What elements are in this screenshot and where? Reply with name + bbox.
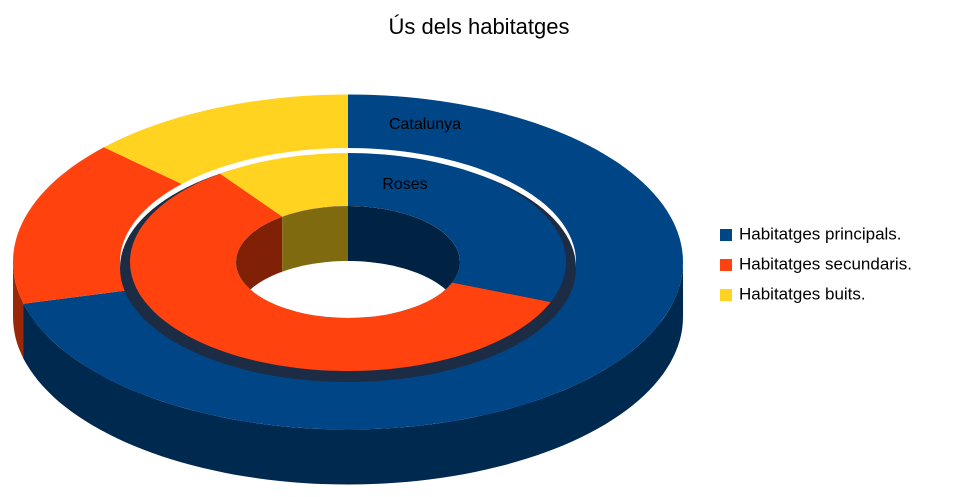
ring-side: [23, 262, 683, 485]
donut-wedge: [13, 147, 182, 304]
donut-wedge: [103, 94, 348, 184]
legend-swatch: [720, 289, 732, 301]
legend-label: Habitatges secundaris.: [739, 254, 912, 273]
legend-swatch: [720, 259, 732, 271]
hole-wall-part: [282, 206, 348, 272]
donut-wedge: [219, 153, 348, 217]
ring-label: Catalunya: [389, 116, 461, 133]
chart-title: Ús dels habitatges: [389, 14, 570, 39]
donut-wedge: [348, 153, 566, 303]
legend-label: Habitatges buits.: [739, 284, 866, 303]
ring-side: [13, 262, 24, 359]
ring-label: Roses: [382, 176, 427, 193]
hole-wall-part: [348, 206, 460, 317]
legend-label: Habitatges principals.: [739, 224, 902, 243]
legend-swatch: [720, 229, 732, 241]
donut-wedge: [130, 173, 551, 371]
